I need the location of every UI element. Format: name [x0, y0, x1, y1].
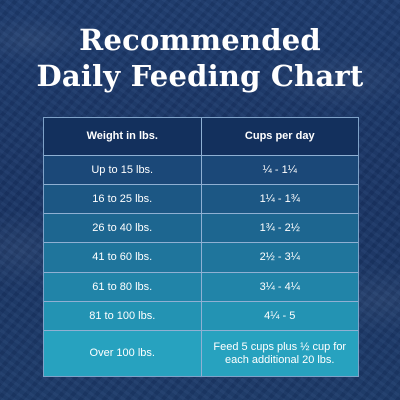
header-cups: Cups per day: [244, 130, 315, 142]
cups-cell: 1¾ - 2½: [259, 221, 300, 234]
weight-cell: Up to 15 lbs.: [44, 156, 202, 184]
cups-note-line-2: each additional 20 lbs.: [225, 353, 335, 366]
weight-cell: 41 to 60 lbs.: [44, 243, 202, 272]
table-header-row: Weight in lbs. Cups per day: [44, 118, 358, 155]
cups-cell: 1¼ - 1¾: [259, 192, 300, 205]
title-line-1: Recommended: [79, 23, 321, 57]
table-row: Over 100 lbs. Feed 5 cups plus ½ cup for…: [44, 330, 358, 376]
cups-cell: ¼ - 1¼: [262, 163, 297, 176]
header-weight: Weight in lbs.: [44, 118, 202, 155]
weight-cell: 61 to 80 lbs.: [44, 273, 202, 301]
table-row: 16 to 25 lbs. 1¼ - 1¾: [44, 184, 358, 213]
title-line-2: Daily Feeding Chart: [36, 59, 364, 93]
cups-cell: 2½ - 3¼: [259, 251, 300, 263]
page-title: Recommended Daily Feeding Chart: [0, 22, 400, 94]
cups-cell: Feed 5 cups plus ½ cup for each addition…: [202, 331, 359, 376]
table-row: 81 to 100 lbs. 4¼ - 5: [44, 301, 358, 330]
table-row: Up to 15 lbs. ¼ - 1¼: [44, 155, 358, 184]
cups-cell: 3¼ - 4¼: [259, 280, 300, 293]
weight-cell: 26 to 40 lbs.: [44, 214, 202, 242]
table-row: 61 to 80 lbs. 3¼ - 4¼: [44, 272, 358, 301]
weight-cell: 16 to 25 lbs.: [44, 185, 202, 213]
feeding-chart-table: Weight in lbs. Cups per day Up to 15 lbs…: [43, 117, 359, 377]
cups-cell: 4¼ - 5: [264, 309, 296, 322]
table-row: 26 to 40 lbs. 1¾ - 2½: [44, 213, 358, 242]
weight-cell: Over 100 lbs.: [44, 331, 202, 376]
table-row: 41 to 60 lbs. 2½ - 3¼: [44, 242, 358, 272]
weight-cell: 81 to 100 lbs.: [44, 302, 202, 330]
cups-note-line-1: Feed 5 cups plus ½ cup for: [213, 340, 347, 353]
